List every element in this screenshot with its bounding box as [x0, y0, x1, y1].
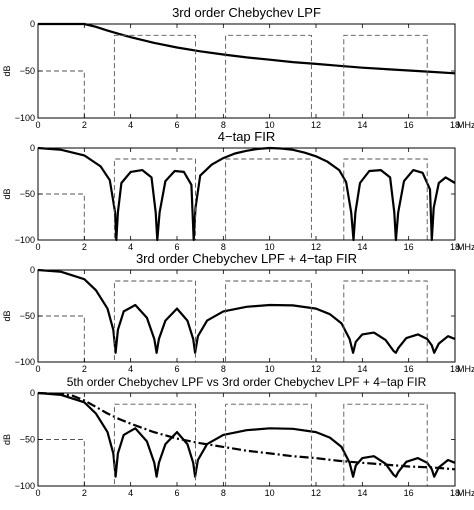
y-axis-label: dB [2, 65, 12, 76]
x-tick-label: 4 [128, 364, 133, 374]
series-line-dashed [38, 158, 428, 241]
chart-title: 3rd order Chebychev LPF + 4−tap FIR [136, 251, 357, 266]
x-tick-label: 4 [128, 120, 133, 130]
x-tick-label: 16 [404, 120, 414, 130]
x-axis-label: MHz [457, 242, 474, 252]
x-tick-label: 16 [404, 488, 414, 498]
x-axis-label: MHz [457, 364, 474, 374]
series-line-dashed [38, 34, 428, 119]
x-tick-label: 6 [174, 120, 179, 130]
x-tick-label: 4 [128, 488, 133, 498]
x-tick-label: 10 [265, 364, 275, 374]
x-tick-label: 10 [265, 120, 275, 130]
x-tick-label: 14 [357, 364, 367, 374]
x-tick-label: 8 [221, 364, 226, 374]
y-axis-label: dB [2, 434, 12, 445]
y-tick-label: 0 [30, 143, 35, 153]
x-tick-label: 6 [174, 242, 179, 252]
y-axis-label: dB [2, 310, 12, 321]
x-tick-label: 18 [450, 488, 460, 498]
x-tick-label: 18 [450, 242, 460, 252]
x-tick-label: 6 [174, 364, 179, 374]
chart-title: 3rd order Chebychev LPF [172, 5, 321, 20]
y-tick-label: −50 [20, 66, 35, 76]
x-tick-label: 10 [265, 488, 275, 498]
x-tick-label: 8 [221, 120, 226, 130]
y-tick-label: −50 [20, 311, 35, 321]
x-tick-label: 2 [82, 242, 87, 252]
x-tick-label: 8 [221, 488, 226, 498]
x-tick-label: 18 [450, 120, 460, 130]
y-tick-label: 0 [30, 19, 35, 29]
x-tick-label: 12 [311, 242, 321, 252]
x-tick-label: 0 [35, 120, 40, 130]
x-axis-label: MHz [457, 488, 474, 498]
y-tick-label: −100 [15, 235, 35, 245]
chart-title: 5th order Chebychev LPF vs 3rd order Che… [67, 375, 427, 389]
x-tick-label: 16 [404, 364, 414, 374]
x-tick-label: 0 [35, 242, 40, 252]
x-axis-label: MHz [457, 120, 474, 130]
series-line-solid [38, 22, 456, 75]
plot-frame [37, 23, 456, 119]
series-line-dashed [38, 403, 428, 487]
x-tick-label: 14 [357, 488, 367, 498]
x-tick-label: 0 [35, 364, 40, 374]
x-tick-label: 8 [221, 242, 226, 252]
x-tick-label: 14 [357, 120, 367, 130]
y-tick-label: −50 [20, 435, 35, 445]
x-tick-label: 14 [357, 242, 367, 252]
series-line-dashdot [37, 391, 456, 471]
x-tick-label: 12 [311, 364, 321, 374]
series-line-solid [37, 146, 456, 242]
y-axis-label: dB [2, 188, 12, 199]
y-tick-label: −50 [20, 189, 35, 199]
y-tick-label: 0 [30, 265, 35, 275]
x-tick-label: 4 [128, 242, 133, 252]
x-tick-label: 18 [450, 364, 460, 374]
y-tick-label: 0 [30, 388, 35, 398]
y-tick-label: −100 [15, 113, 35, 123]
x-tick-label: 2 [82, 364, 87, 374]
x-tick-label: 0 [35, 488, 40, 498]
x-tick-label: 16 [404, 242, 414, 252]
y-tick-label: −100 [15, 481, 35, 491]
x-tick-label: 2 [82, 488, 87, 498]
x-tick-label: 12 [311, 488, 321, 498]
series-line-dashed [38, 280, 428, 363]
x-tick-label: 2 [82, 120, 87, 130]
chart-title: 4−tap FIR [218, 129, 275, 144]
series-line-solid [37, 268, 456, 354]
x-tick-label: 12 [311, 120, 321, 130]
y-tick-label: −100 [15, 357, 35, 367]
x-tick-label: 6 [174, 488, 179, 498]
x-tick-label: 10 [265, 242, 275, 252]
